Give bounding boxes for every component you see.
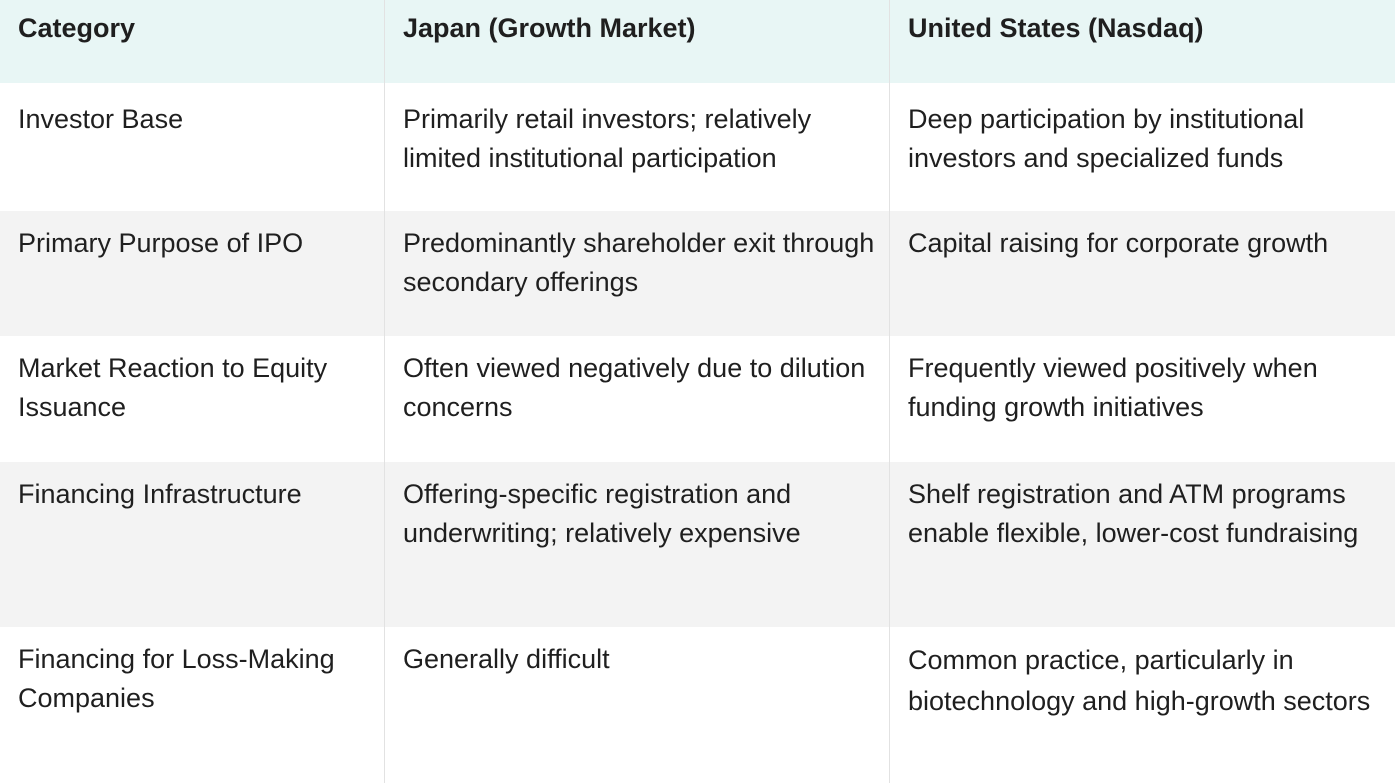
row-category: Financing Infrastructure [0,462,385,627]
row-us: Shelf registration and ATM programs enab… [890,462,1395,627]
row-category: Investor Base [0,83,385,211]
header-category: Category [0,0,385,83]
row-category: Market Reaction to Equity Issuance [0,336,385,462]
row-category: Financing for Loss-Making Companies [0,627,385,783]
row-japan: Predominantly shareholder exit through s… [385,211,890,336]
row-category: Primary Purpose of IPO [0,211,385,336]
row-japan: Primarily retail investors; relatively l… [385,83,890,211]
row-us: Frequently viewed positively when fundin… [890,336,1395,462]
header-japan: Japan (Growth Market) [385,0,890,83]
row-japan: Often viewed negatively due to dilution … [385,336,890,462]
row-japan: Offering-specific registration and under… [385,462,890,627]
header-us: United States (Nasdaq) [890,0,1395,83]
row-us: Common practice, particularly in biotech… [890,627,1395,783]
row-us: Deep participation by institutional inve… [890,83,1395,211]
row-us: Capital raising for corporate growth [890,211,1395,336]
row-japan: Generally difficult [385,627,890,783]
